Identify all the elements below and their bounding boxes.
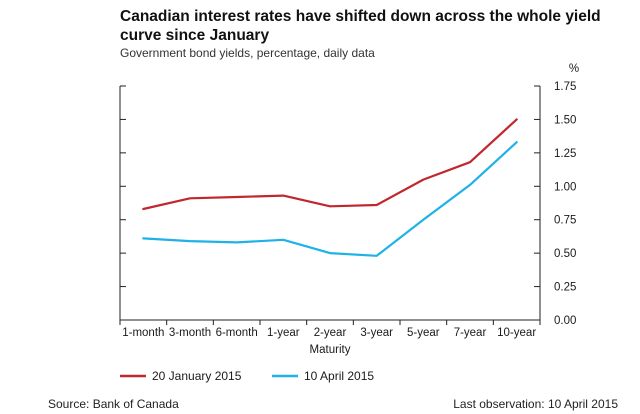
series-line-1 xyxy=(142,118,518,211)
legend-label-2: 10 April 2015 xyxy=(304,369,374,383)
y-tick-label: 0.00 xyxy=(554,315,576,327)
y-tick-label: 1.75 xyxy=(554,81,576,93)
x-tick-label: 6-month xyxy=(216,327,258,339)
x-tick-label: 1-month xyxy=(122,327,164,339)
x-tick-label: 3-month xyxy=(169,327,211,339)
last-observation-note: Last observation: 10 April 2015 xyxy=(453,397,618,411)
source-note: Source: Bank of Canada xyxy=(48,397,179,411)
y-tick-label: 0.25 xyxy=(554,282,576,294)
x-tick-label: 3-year xyxy=(360,327,393,339)
x-tick-label: 2-year xyxy=(314,327,347,339)
y-axis-ticks: 0.00 0.25 0.50 0.75 1.00 1.25 1.50 1.75 xyxy=(120,81,576,327)
x-tick-label: 1-year xyxy=(267,327,300,339)
x-tick-label: 7-year xyxy=(454,327,487,339)
y-tick-label: 1.50 xyxy=(554,114,576,126)
y-tick-label: 1.25 xyxy=(554,148,576,160)
legend: 20 January 2015 10 April 2015 xyxy=(120,369,374,383)
y-tick-label: 1.00 xyxy=(554,181,576,193)
x-tick-label: 5-year xyxy=(407,327,440,339)
x-axis-label: Maturity xyxy=(310,344,351,356)
y-tick-label: 0.50 xyxy=(554,248,576,260)
y-axis-unit: % xyxy=(569,63,579,75)
chart-subtitle: Government bond yields, percentage, dail… xyxy=(120,46,375,60)
series-line-2 xyxy=(142,141,518,257)
chart-title: Canadian interest rates have shifted dow… xyxy=(120,8,601,44)
legend-label-1: 20 January 2015 xyxy=(152,369,242,383)
series-lines xyxy=(142,118,518,257)
plot-frame xyxy=(119,86,541,321)
x-tick-label: 10-year xyxy=(497,327,536,339)
x-axis-ticks: 1-month 3-month 6-month 1-year 2-year 3-year 5… xyxy=(119,320,541,339)
y-tick-label: 0.75 xyxy=(554,215,576,227)
